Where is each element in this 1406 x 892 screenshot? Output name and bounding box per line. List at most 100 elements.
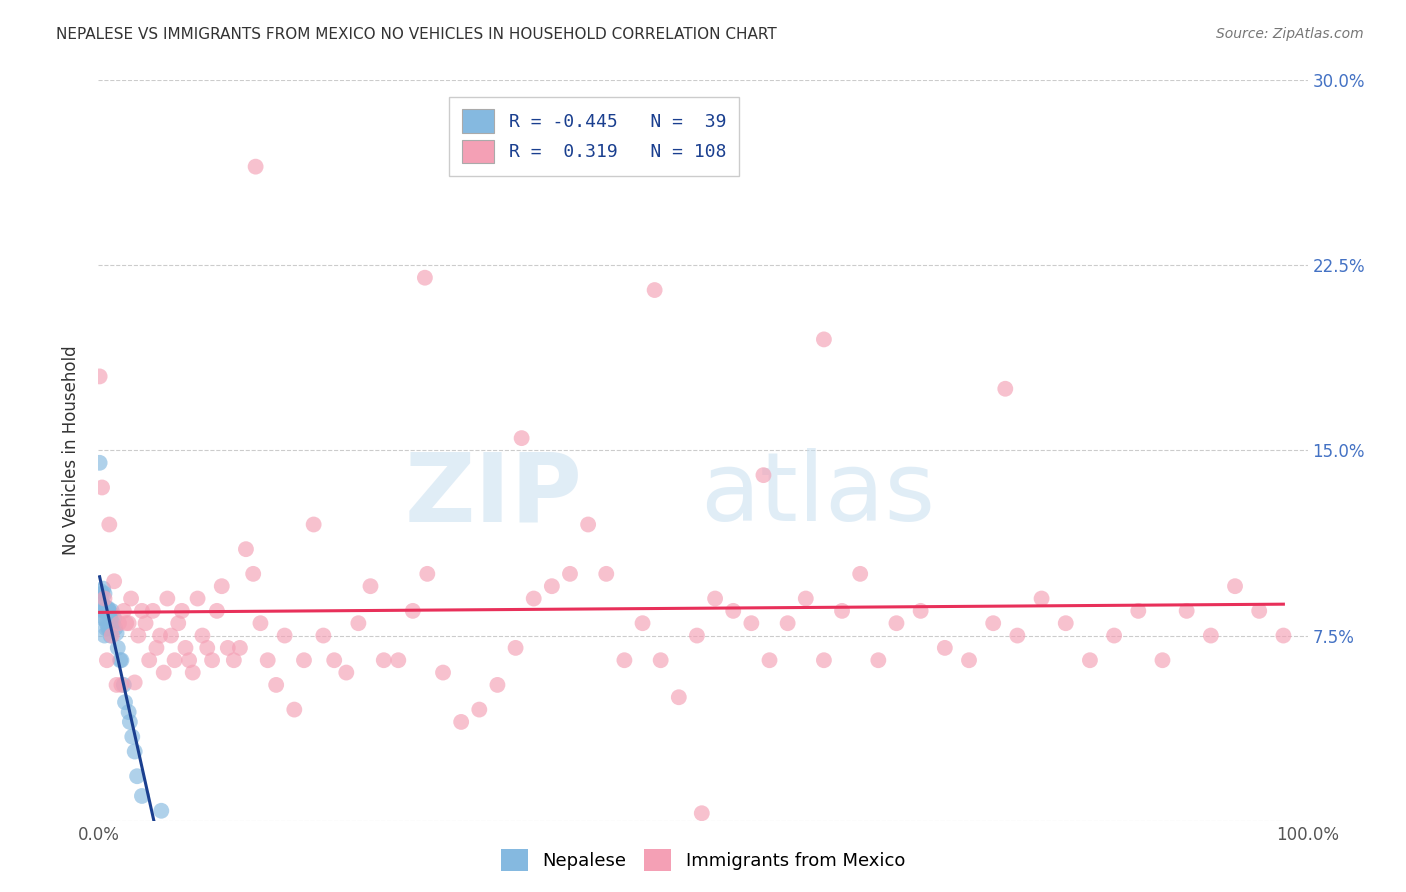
Point <box>89 456 111 470</box>
Point <box>112 604 135 618</box>
Point <box>110 678 132 692</box>
Point <box>93 611 115 625</box>
Point <box>613 653 636 667</box>
Point <box>910 604 932 618</box>
Point <box>1031 591 1053 606</box>
Point <box>222 653 245 667</box>
Point <box>163 653 186 667</box>
Point <box>794 591 817 606</box>
Point <box>138 653 160 667</box>
Point <box>108 653 131 667</box>
Text: atlas: atlas <box>700 449 935 541</box>
Point <box>813 332 835 346</box>
Point <box>170 604 193 618</box>
Point <box>432 665 454 680</box>
Point <box>813 653 835 667</box>
Point <box>101 616 124 631</box>
Text: NEPALESE VS IMMIGRANTS FROM MEXICO NO VEHICLES IN HOUSEHOLD CORRELATION CHART: NEPALESE VS IMMIGRANTS FROM MEXICO NO VE… <box>56 27 778 42</box>
Point <box>283 703 305 717</box>
Point <box>1249 604 1271 618</box>
Point <box>558 566 581 581</box>
Point <box>97 601 120 615</box>
Point <box>1223 579 1246 593</box>
Point <box>100 604 122 618</box>
Point <box>758 653 780 667</box>
Point <box>540 579 562 593</box>
Point <box>1128 604 1150 618</box>
Point <box>486 678 509 692</box>
Text: Source: ZipAtlas.com: Source: ZipAtlas.com <box>1216 27 1364 41</box>
Point <box>167 616 190 631</box>
Point <box>302 517 325 532</box>
Point <box>181 665 204 680</box>
Point <box>98 604 121 618</box>
Point <box>402 604 425 618</box>
Point <box>131 604 153 618</box>
Point <box>450 714 472 729</box>
Point <box>523 591 546 606</box>
Point <box>191 628 214 642</box>
Point <box>323 653 346 667</box>
Point <box>229 640 252 655</box>
Point <box>174 640 197 655</box>
Point <box>107 640 129 655</box>
Legend: R = -0.445   N =  39, R =  0.319   N = 108: R = -0.445 N = 39, R = 0.319 N = 108 <box>450 96 740 176</box>
Point <box>981 616 1004 631</box>
Point <box>142 604 165 618</box>
Point <box>242 566 264 581</box>
Point <box>118 714 141 729</box>
Point <box>135 616 157 631</box>
Point <box>686 628 709 642</box>
Point <box>505 640 527 655</box>
Point <box>114 695 136 709</box>
Point <box>91 611 114 625</box>
Point <box>644 283 666 297</box>
Point <box>98 621 121 635</box>
Point <box>93 628 115 642</box>
Point <box>994 382 1017 396</box>
Point <box>249 616 271 631</box>
Point <box>1199 628 1222 642</box>
Point <box>149 628 172 642</box>
Point <box>934 640 956 655</box>
Point <box>1078 653 1101 667</box>
Point <box>115 616 138 631</box>
Point <box>152 665 174 680</box>
Point <box>273 628 295 642</box>
Point <box>668 690 690 705</box>
Point <box>195 640 218 655</box>
Point <box>112 678 135 692</box>
Point <box>118 705 141 719</box>
Point <box>187 591 209 606</box>
Point <box>595 566 617 581</box>
Legend: Nepalese, Immigrants from Mexico: Nepalese, Immigrants from Mexico <box>494 842 912 879</box>
Point <box>94 621 117 635</box>
Point <box>124 675 146 690</box>
Point <box>97 621 120 635</box>
Point <box>120 591 142 606</box>
Point <box>510 431 533 445</box>
Point <box>105 626 128 640</box>
Point <box>360 579 382 593</box>
Text: ZIP: ZIP <box>404 449 582 541</box>
Point <box>105 678 128 692</box>
Point <box>100 607 122 621</box>
Point <box>1272 628 1295 642</box>
Point <box>131 789 153 803</box>
Point <box>127 769 149 783</box>
Point <box>205 604 228 618</box>
Point <box>849 566 872 581</box>
Y-axis label: No Vehicles in Household: No Vehicles in Household <box>62 345 80 556</box>
Point <box>256 653 278 667</box>
Point <box>127 628 149 642</box>
Point <box>96 616 118 631</box>
Point <box>312 628 335 642</box>
Point <box>100 611 122 625</box>
Point <box>347 616 370 631</box>
Point <box>104 621 127 635</box>
Point <box>91 582 114 596</box>
Point <box>723 604 745 618</box>
Point <box>292 653 315 667</box>
Point <box>373 653 395 667</box>
Point <box>211 579 233 593</box>
